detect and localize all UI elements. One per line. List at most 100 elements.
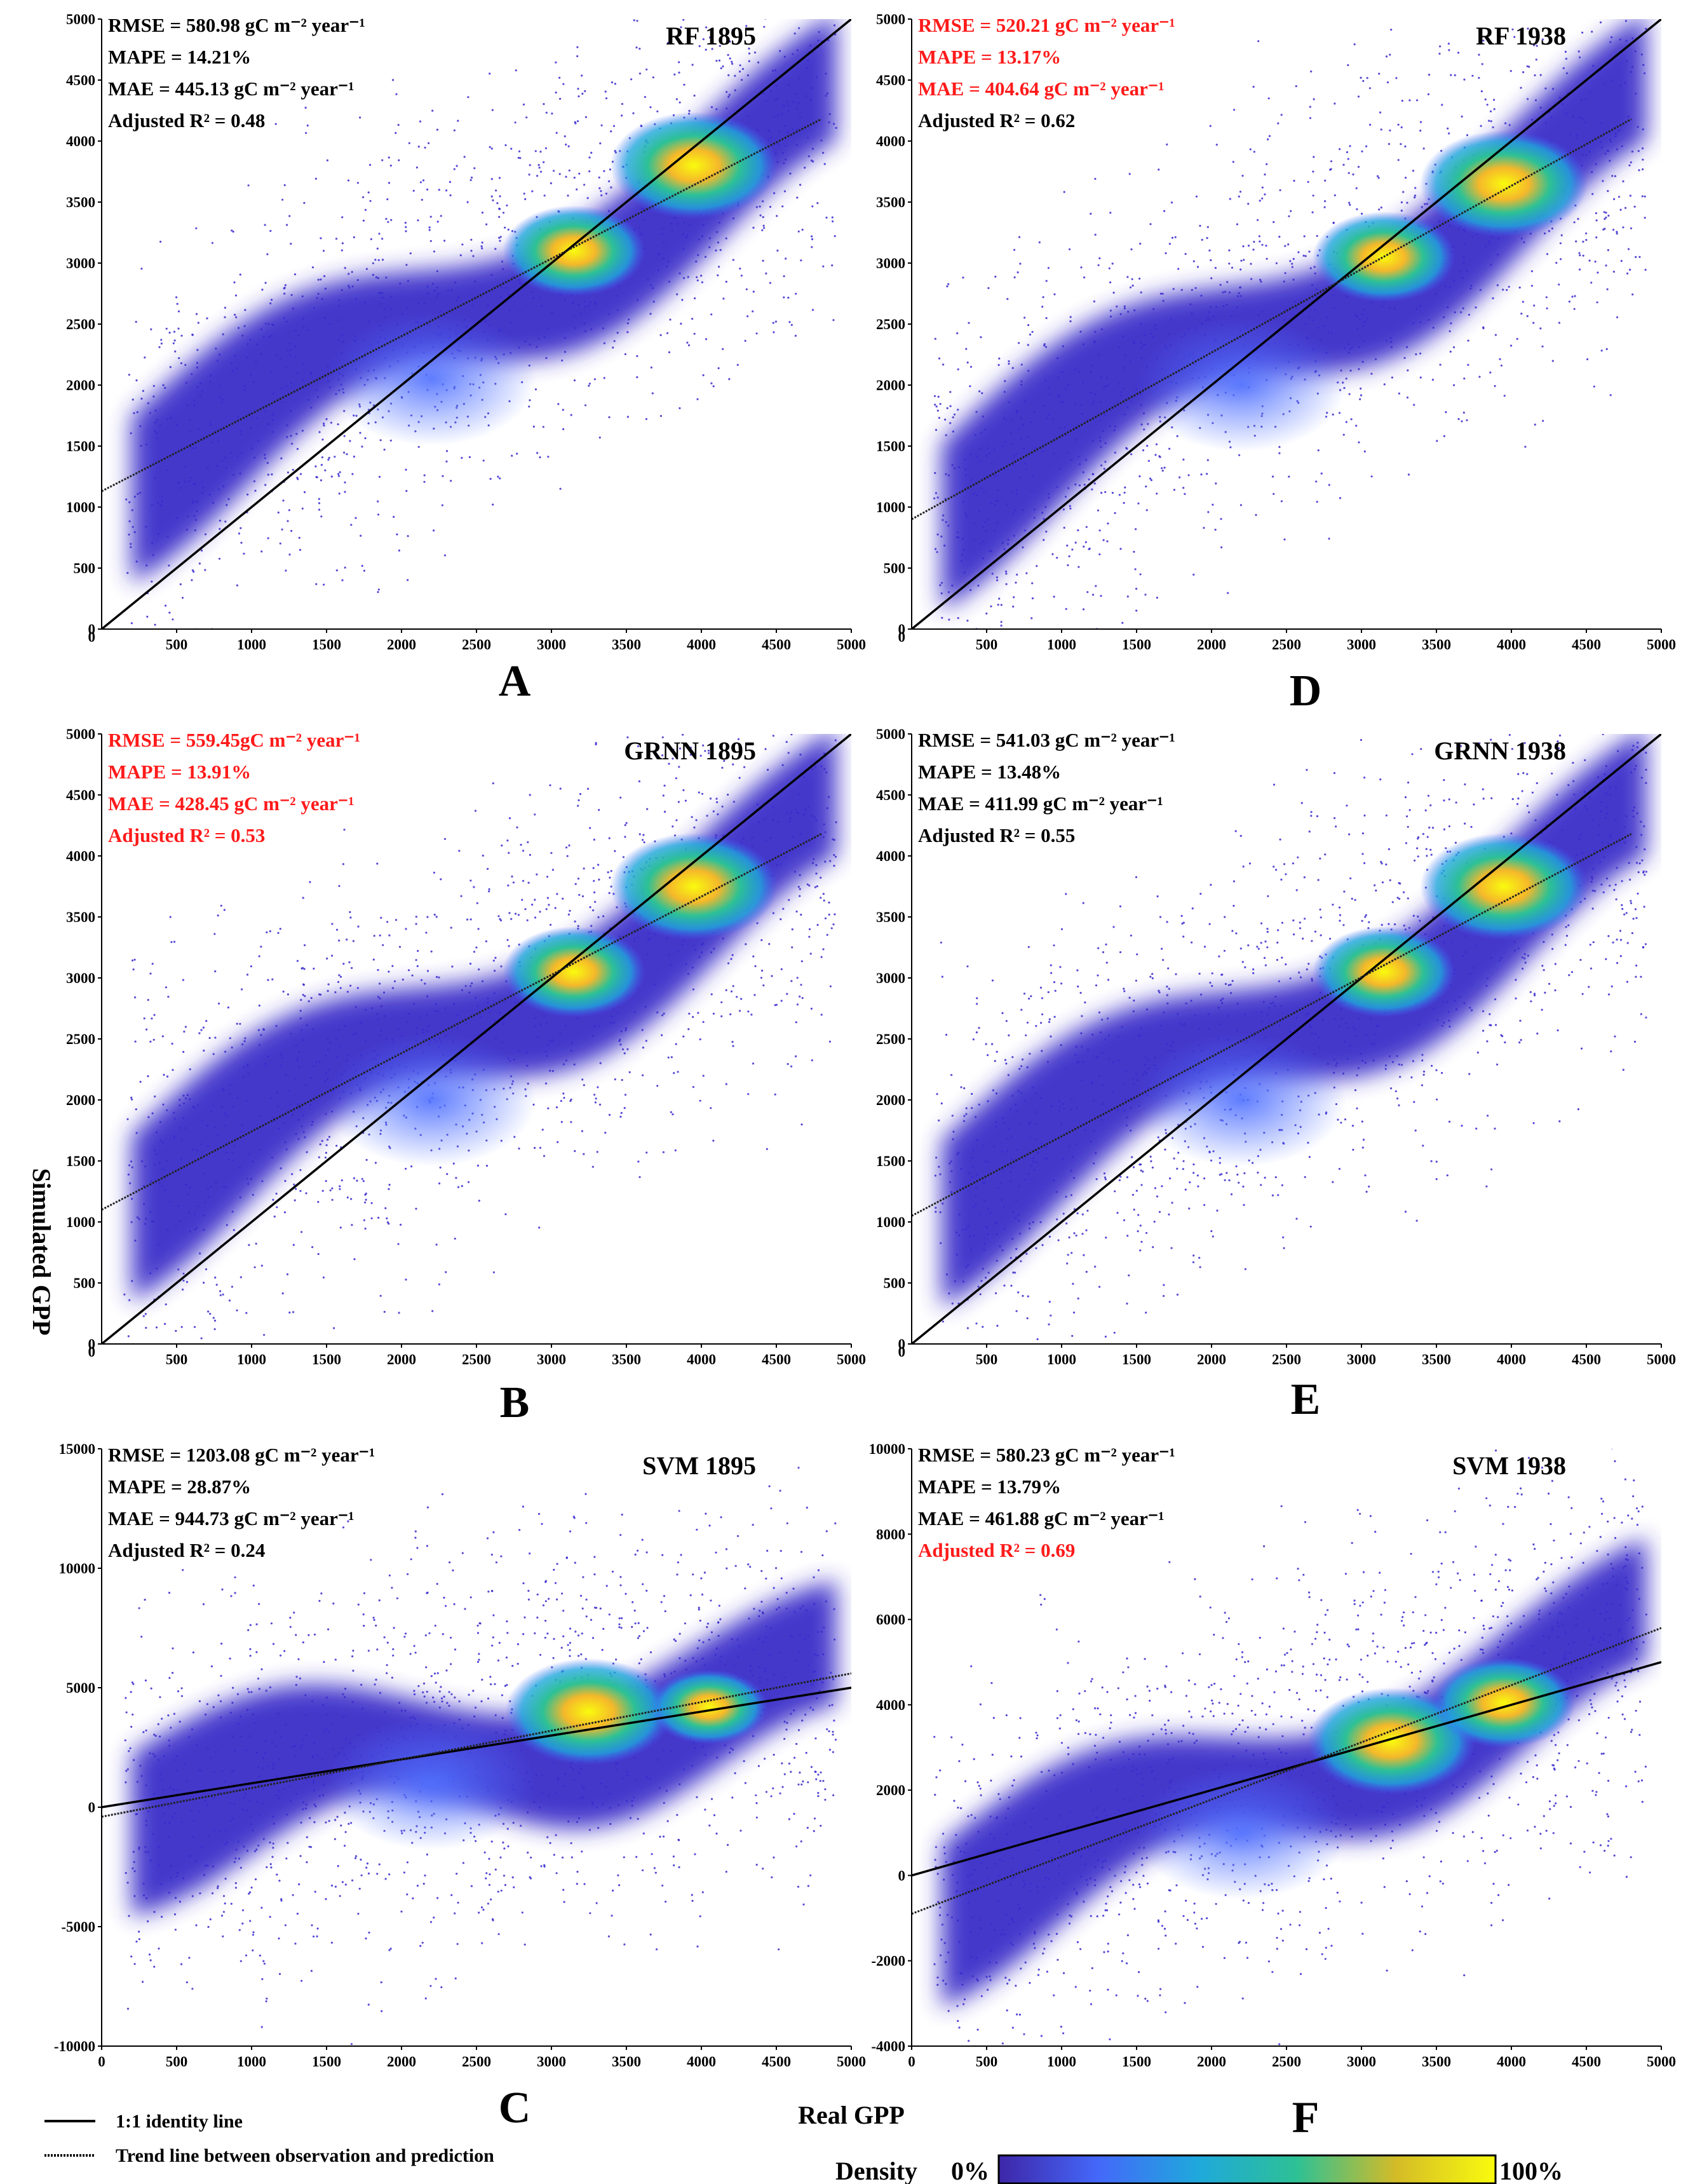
scatter-point — [951, 1115, 954, 1117]
scatter-point — [1139, 242, 1142, 245]
scatter-point — [1528, 665, 1530, 667]
y-tick-label: 3500 — [66, 909, 95, 925]
scatter-point — [180, 487, 182, 489]
scatter-point — [1228, 291, 1231, 294]
scatter-point — [1330, 168, 1332, 170]
scatter-point — [1493, 108, 1496, 111]
scatter-point — [239, 1022, 241, 1025]
scatter-point — [787, 104, 790, 107]
scatter-point — [1114, 512, 1116, 515]
scatter-point — [1414, 859, 1416, 862]
scatter-point — [800, 984, 802, 986]
scatter-point — [1109, 281, 1112, 283]
scatter-point — [321, 297, 323, 300]
scatter-point — [167, 996, 170, 998]
scatter-point — [423, 474, 426, 477]
scatter-point — [649, 106, 652, 109]
scatter-point — [236, 1309, 238, 1312]
scatter-point — [1355, 424, 1358, 427]
scatter-point — [988, 452, 991, 454]
scatter-point — [256, 417, 259, 419]
scatter-point — [1358, 346, 1360, 348]
scatter-point — [250, 416, 253, 419]
scatter-point — [1119, 951, 1122, 954]
scatter-point — [1303, 876, 1306, 879]
scatter-point — [573, 379, 576, 382]
scatter-point — [725, 237, 727, 240]
scatter-point — [1109, 425, 1111, 428]
scatter-point — [161, 500, 164, 503]
scatter-point — [1167, 967, 1170, 970]
scatter-point — [827, 39, 830, 41]
scatter-point — [1561, 103, 1563, 105]
scatter-point — [1116, 1212, 1119, 1214]
scatter-point — [476, 1005, 479, 1008]
scatter-point — [808, 928, 811, 930]
scatter-point — [968, 1172, 970, 1175]
panel-letter: A — [499, 657, 531, 706]
scatter-point — [1216, 1209, 1219, 1212]
scatter-point — [1428, 318, 1430, 321]
scatter-point — [1452, 346, 1455, 349]
scatter-point — [397, 1243, 400, 1245]
scatter-point — [630, 78, 633, 81]
scatter-point — [1205, 319, 1208, 322]
scatter-point — [339, 1045, 342, 1048]
scatter-point — [1056, 1218, 1058, 1221]
scatter-point — [970, 478, 973, 482]
scatter-point — [290, 348, 292, 351]
scatter-point — [522, 879, 525, 882]
scatter-point — [365, 1353, 367, 1355]
scatter-point — [476, 1164, 480, 1167]
scatter-point — [1610, 79, 1612, 82]
scatter-point — [1053, 1015, 1056, 1018]
scatter-point — [1206, 459, 1209, 461]
y-tick-label: 500 — [74, 560, 96, 576]
scatter-point — [415, 916, 417, 918]
scatter-point — [467, 96, 469, 98]
scatter-point — [243, 388, 245, 391]
scatter-point — [1033, 517, 1036, 519]
scatter-point — [1630, 900, 1632, 902]
scatter-point — [1642, 128, 1644, 131]
scatter-point — [318, 498, 320, 500]
scatter-point — [356, 279, 359, 281]
scatter-point — [508, 945, 510, 947]
scatter-point — [292, 1244, 295, 1246]
scatter-point — [1533, 44, 1536, 46]
scatter-point — [500, 965, 503, 968]
scatter-point — [1466, 269, 1468, 273]
scatter-point — [355, 517, 357, 519]
scatter-point — [557, 702, 559, 704]
scatter-point — [234, 313, 236, 316]
scatter-point — [182, 1094, 185, 1097]
scatter-point — [702, 224, 705, 226]
scatter-point — [161, 1184, 163, 1187]
scatter-point — [302, 1131, 305, 1134]
scatter-point — [201, 480, 204, 483]
scatter-point — [436, 270, 438, 273]
scatter-point — [954, 1280, 956, 1282]
scatter-point — [1181, 922, 1184, 925]
scatter-point — [1004, 440, 1007, 443]
scatter-point — [196, 366, 198, 369]
scatter-point — [469, 179, 472, 181]
scatter-point — [1073, 1232, 1076, 1235]
scatter-point — [710, 993, 713, 996]
scatter-point — [229, 1083, 232, 1086]
x-tick-label: 1000 — [1047, 637, 1076, 653]
scatter-point — [1422, 1070, 1426, 1073]
scatter-point — [406, 307, 409, 309]
scatter-point — [255, 361, 257, 363]
scatter-point — [1644, 72, 1646, 74]
scatter-point — [349, 440, 351, 442]
scatter-point — [1439, 363, 1442, 366]
scatter-point — [1001, 1012, 1004, 1014]
scatter-point — [1302, 254, 1305, 257]
scatter-point — [766, 100, 768, 102]
scatter-point — [1389, 879, 1391, 881]
scatter-point — [344, 481, 346, 484]
scatter-point — [377, 591, 379, 593]
scatter-point — [280, 1053, 283, 1055]
scatter-point — [1406, 201, 1408, 204]
